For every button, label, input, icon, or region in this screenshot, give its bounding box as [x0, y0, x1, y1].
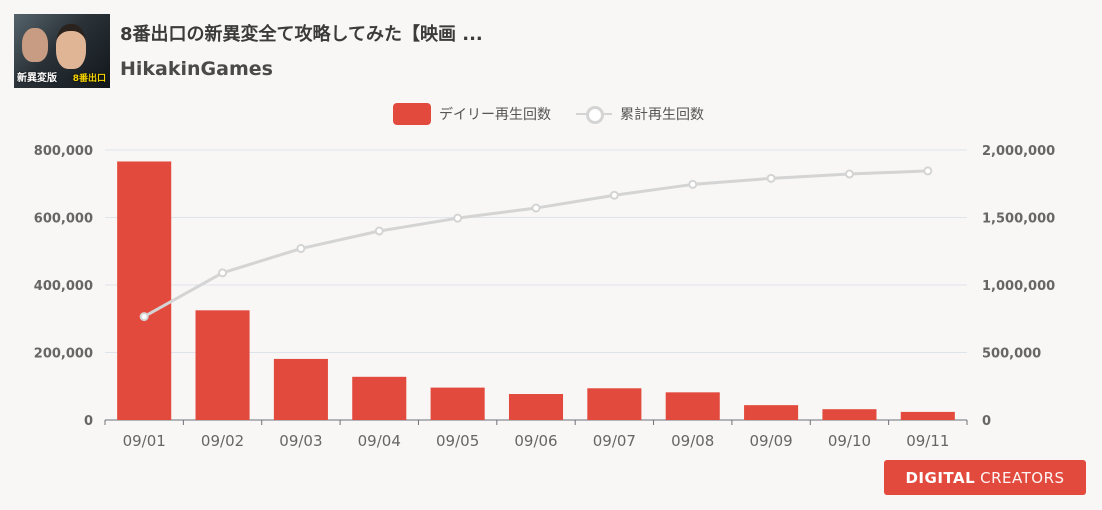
- daily-views-bar: [195, 310, 250, 420]
- cumulative-views-point: [766, 173, 776, 183]
- cumulative-views-point: [139, 312, 149, 322]
- channel-name[interactable]: HikakinGames: [120, 58, 273, 80]
- thumbnail-person-right: [56, 24, 86, 69]
- x-tick-label: 09/09: [749, 432, 792, 450]
- cumulative-views-point: [218, 268, 228, 278]
- x-tick-label: 09/04: [358, 432, 401, 450]
- y-left-tick-label: 600,000: [34, 212, 93, 227]
- video-header: 新異変版 8番出口 8番出口の新異変全て攻略してみた【映画 ... Hikaki…: [14, 14, 914, 88]
- y-right-tick-label: 500,000: [982, 347, 1041, 362]
- daily-views-bar: [665, 392, 720, 420]
- legend-label-daily: デイリー再生回数: [439, 107, 551, 123]
- video-thumbnail[interactable]: 新異変版 8番出口: [14, 14, 110, 88]
- y-left-tick-label: 0: [84, 414, 93, 429]
- daily-views-bar: [117, 161, 172, 420]
- daily-views-bar: [508, 394, 564, 420]
- y-left-tick-label: 400,000: [34, 279, 93, 294]
- y-right-tick-label: 2,000,000: [982, 144, 1055, 159]
- cumulative-views-point: [531, 203, 541, 213]
- x-tick-label: 09/10: [828, 432, 871, 450]
- legend-item-cumulative[interactable]: 累計再生回数: [576, 102, 704, 126]
- x-tick-label: 09/02: [201, 432, 244, 450]
- daily-views-bar: [900, 411, 955, 420]
- cumulative-views-line: [143, 169, 928, 318]
- cumulative-views-point: [923, 166, 933, 176]
- daily-views-bar: [430, 387, 485, 420]
- cumulative-views-point: [609, 190, 619, 200]
- y-right-tick-label: 1,000,000: [982, 279, 1055, 294]
- y-left-tick-label: 200,000: [34, 347, 93, 362]
- y-left-tick-label: 800,000: [34, 144, 93, 159]
- legend-label-cumulative: 累計再生回数: [620, 107, 704, 123]
- x-tick-label: 09/06: [514, 432, 557, 450]
- thumbnail-logo: 8番出口: [72, 74, 106, 84]
- cumulative-views-point: [453, 213, 463, 223]
- legend-item-daily[interactable]: デイリー再生回数: [393, 102, 551, 126]
- brand-strong: DIGITAL: [905, 468, 976, 487]
- cumulative-views-point: [296, 244, 306, 254]
- cumulative-views-point: [374, 226, 384, 236]
- daily-views-bar: [273, 358, 328, 420]
- daily-views-bar: [822, 409, 877, 420]
- digital-creators-logo[interactable]: DIGITAL CREATORS: [884, 460, 1086, 495]
- legend-bar-swatch: [393, 103, 431, 125]
- daily-views-bar: [587, 388, 642, 420]
- legend-line-swatch: [576, 103, 612, 125]
- x-tick-label: 09/01: [123, 432, 166, 450]
- daily-views-bar: [352, 376, 407, 420]
- x-tick-label: 09/08: [671, 432, 714, 450]
- video-title[interactable]: 8番出口の新異変全て攻略してみた【映画 ...: [120, 24, 483, 45]
- cumulative-views-point: [844, 169, 854, 179]
- x-tick-label: 09/05: [436, 432, 479, 450]
- thumbnail-caption: 新異変版: [17, 73, 57, 84]
- x-tick-label: 09/11: [906, 432, 949, 450]
- y-right-tick-label: 1,500,000: [982, 212, 1055, 227]
- brand-light: CREATORS: [980, 468, 1065, 487]
- x-tick-label: 09/07: [593, 432, 636, 450]
- cumulative-views-point: [688, 179, 698, 189]
- daily-views-bar: [744, 405, 799, 420]
- y-right-tick-label: 0: [982, 414, 991, 429]
- thumbnail-person-left: [22, 28, 48, 62]
- x-tick-label: 09/03: [279, 432, 322, 450]
